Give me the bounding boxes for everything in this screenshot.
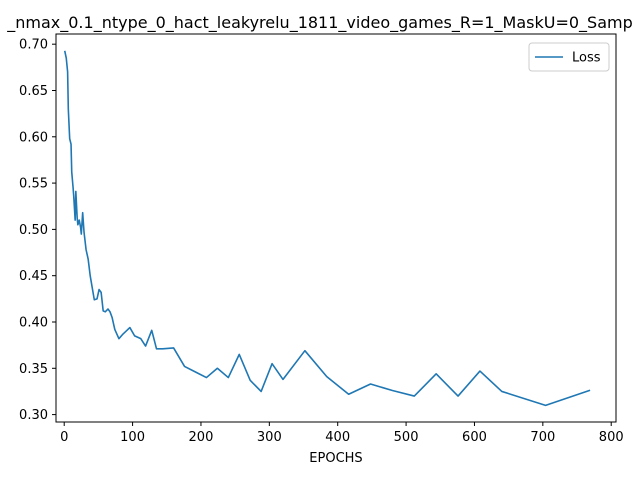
x-tick-label: 500 bbox=[394, 430, 419, 445]
x-tick-label: 300 bbox=[257, 430, 282, 445]
x-tick-label: 0 bbox=[60, 430, 68, 445]
y-tick-label: 0.50 bbox=[19, 223, 48, 238]
x-axis-label: EPOCHS bbox=[309, 451, 362, 466]
y-tick-label: 0.30 bbox=[19, 408, 48, 423]
x-tick-label: 700 bbox=[530, 430, 555, 445]
y-axis: 0.30 0.35 0.40 0.45 0.50 0.55 0.60 0.65 0.70 bbox=[19, 38, 56, 423]
series-line-loss bbox=[63, 50, 591, 407]
legend: Loss bbox=[528, 42, 610, 72]
y-tick-label: 0.70 bbox=[19, 38, 48, 53]
x-axis: 0 100 200 300 400 500 600 700 800 bbox=[60, 422, 624, 445]
plot-area bbox=[63, 50, 591, 407]
y-tick-label: 0.55 bbox=[19, 177, 48, 192]
axes-frame bbox=[55, 33, 617, 423]
y-tick-label: 0.65 bbox=[19, 84, 48, 99]
x-tick-label: 400 bbox=[325, 430, 350, 445]
x-tick-label: 800 bbox=[599, 430, 624, 445]
y-tick-label: 0.40 bbox=[19, 315, 48, 330]
x-tick-label: 600 bbox=[462, 430, 487, 445]
y-tick-label: 0.45 bbox=[19, 269, 48, 284]
y-tick-label: 0.35 bbox=[19, 362, 48, 377]
chart-title: _nmax_0.1_ntype_0_hact_leakyrelu_1811_vi… bbox=[6, 13, 633, 33]
x-tick-label: 200 bbox=[189, 430, 214, 445]
x-tick-label: 100 bbox=[120, 430, 145, 445]
legend-box bbox=[528, 42, 610, 72]
y-tick-label: 0.60 bbox=[19, 130, 48, 145]
legend-label-loss: Loss bbox=[572, 51, 601, 66]
